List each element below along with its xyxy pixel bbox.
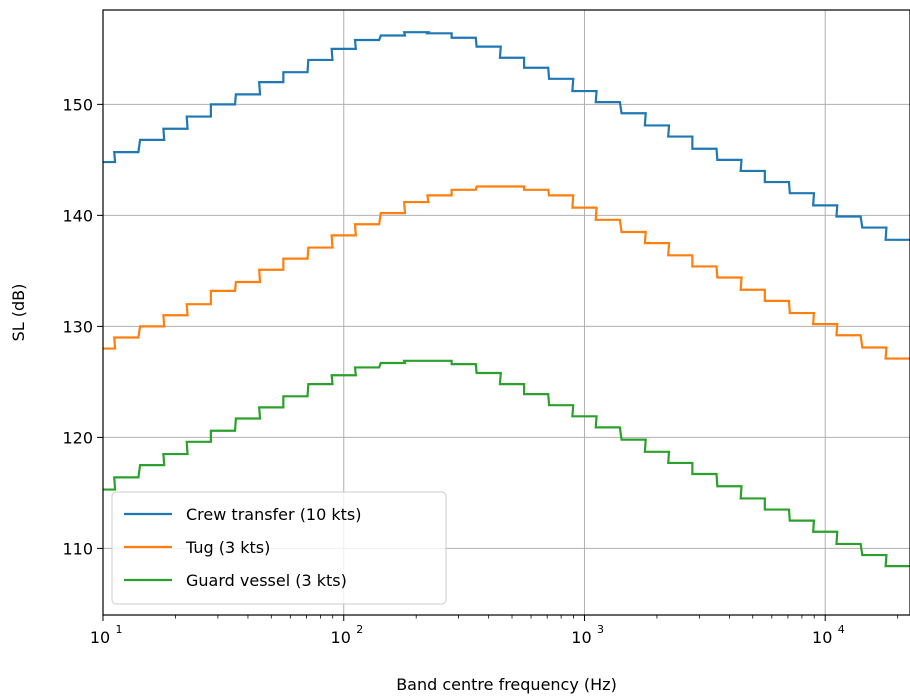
x-axis: 10 1 10 2 10 3 10 4 [90, 615, 899, 647]
y-tick-label: 130 [62, 317, 93, 336]
series-line-0 [103, 31, 910, 241]
legend-label: Crew transfer (10 kts) [186, 505, 362, 524]
x-tick-label: 10 [331, 628, 351, 647]
x-tick-exponent: 4 [838, 623, 845, 636]
y-tick-label: 150 [62, 95, 93, 114]
x-tick-exponent: 3 [597, 623, 604, 636]
x-axis-label: Band centre frequency (Hz) [396, 675, 617, 694]
plot-frame [102, 9, 910, 616]
y-tick-label: 140 [62, 206, 93, 225]
grid [102, 10, 910, 615]
y-axis: 110 120 130 140 150 [62, 95, 103, 558]
y-tick-label: 120 [62, 428, 93, 447]
legend: Crew transfer (10 kts) Tug (3 kts) Guard v… [111, 491, 447, 605]
y-axis-label: SL (dB) [9, 284, 28, 342]
y-tick-label: 110 [62, 539, 93, 558]
legend-box [111, 491, 447, 605]
x-tick-exponent: 1 [116, 623, 123, 636]
x-tick-label: 10 [812, 628, 832, 647]
x-tick-label: 10 [571, 628, 591, 647]
series-line-1 [103, 185, 910, 360]
legend-label: Tug (3 kts) [185, 538, 270, 557]
series-group [103, 31, 910, 568]
series-line-2 [103, 359, 910, 568]
x-tick-label: 10 [90, 628, 110, 647]
x-tick-exponent: 2 [356, 623, 363, 636]
legend-label: Guard vessel (3 kts) [186, 571, 347, 590]
